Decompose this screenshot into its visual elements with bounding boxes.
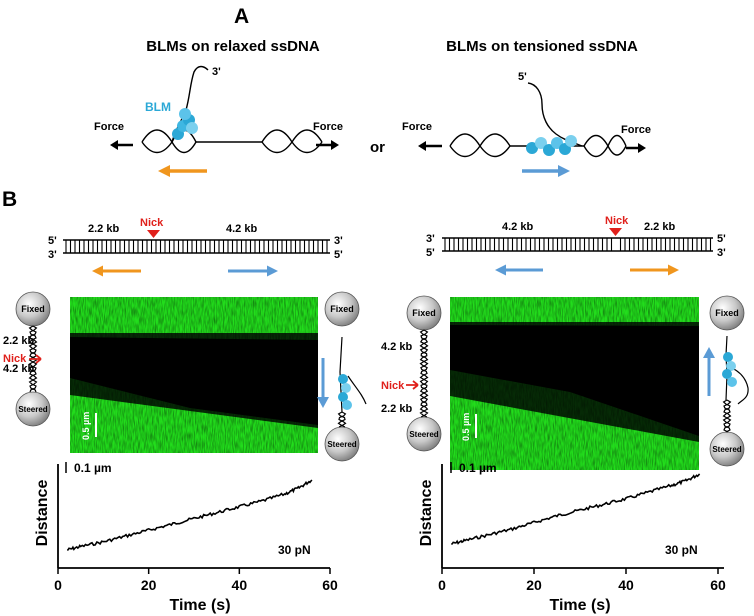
left-trace-scale-label: 0.1 µm [74, 461, 112, 475]
right-blue-arrow [495, 264, 543, 276]
left-duplex [63, 230, 330, 254]
steered-bead-right-label: Steered [409, 430, 438, 439]
force-label-right-a: Force [402, 121, 432, 133]
force-arrow-mid-a [316, 140, 339, 150]
right-tether-top-kb: 4.2 kb [381, 341, 412, 353]
x-tick-label: 20 [141, 577, 157, 593]
fixed-bead-left-inner-label: Fixed [330, 304, 354, 314]
left-distance-chart: 0.1 µm 30 pN Distance Time (s) 0 20 40 60 [34, 461, 338, 614]
force-label-left-a: Force [94, 121, 124, 133]
left-orange-arrow [92, 265, 141, 277]
right-prime-5-bottom: 5' [426, 247, 435, 259]
force-label-far-a: Force [621, 124, 651, 136]
panel-b-label: B [2, 188, 17, 211]
left-blue-arrow [228, 265, 278, 277]
blm-helicases-left [172, 108, 198, 140]
right-orange-arrow [630, 264, 679, 276]
steered-bead-left-inner-label: Steered [327, 440, 356, 449]
left-segment-4-2kb: 4.2 kb [226, 223, 257, 235]
right-x-axis-label: Time (s) [549, 597, 610, 614]
steered-bead-right [406, 416, 442, 452]
left-prime-3-top: 3' [334, 235, 343, 247]
right-nick-label: Nick [605, 215, 629, 227]
x-tick-label: 60 [710, 577, 726, 593]
left-force-label: 30 pN [278, 543, 311, 557]
x-tick-label: 40 [232, 577, 248, 593]
blm-helicases-right [526, 135, 577, 156]
right-trace-line [451, 473, 701, 545]
x-tick-label: 60 [322, 577, 338, 593]
or-label: or [370, 139, 385, 156]
right-tether-outer [406, 295, 442, 452]
left-prime-5-bottom: 5' [334, 249, 343, 261]
right-y-axis-label: Distance [418, 480, 435, 547]
left-tether-bottom-kb: 4.2 kb [3, 363, 34, 375]
left-tether-nick-label: Nick [3, 353, 27, 365]
left-x-axis-label: Time (s) [169, 597, 230, 614]
right-tether-nick-arrow [406, 380, 419, 390]
right-prime-5-top: 5' [717, 233, 726, 245]
fixed-bead-right-inner [709, 295, 745, 331]
fixed-bead-right-label: Fixed [412, 308, 436, 318]
steered-bead-left-inner [324, 426, 360, 462]
right-force-label: 30 pN [665, 543, 698, 557]
left-tether-nick-arrow [29, 354, 42, 364]
fixed-bead-left-label: Fixed [21, 304, 45, 314]
left-tether-top-kb: 2.2 kb [3, 335, 34, 347]
left-y-axis-label: Distance [34, 480, 51, 547]
left-segment-2-2kb: 2.2 kb [88, 223, 119, 235]
force-label-mid-a: Force [313, 121, 343, 133]
left-kymo-scale-bar: 0.5 µm [81, 412, 91, 440]
right-kymo-scale-bar: 0.5 µm [461, 413, 471, 441]
left-prime-5-top: 5' [48, 235, 57, 247]
steered-bead-left-label: Steered [18, 405, 47, 414]
x-tick-label: 40 [618, 577, 634, 593]
left-duplex-rungs [65, 240, 328, 253]
right-distance-chart: 0.1 µm 30 pN Distance Time (s) 0 20 40 60 [418, 461, 726, 614]
right-prime-3-bottom: 3' [717, 247, 726, 259]
right-segment-2-2kb: 2.2 kb [644, 221, 675, 233]
right-prime-3-top: 3' [426, 233, 435, 245]
right-duplex [442, 228, 713, 252]
panel-a-label: A [234, 5, 249, 28]
force-arrow-far-a [626, 143, 646, 153]
blue-arrow-a [522, 165, 570, 177]
x-tick-label: 0 [438, 577, 446, 593]
right-tether-bottom-kb: 2.2 kb [381, 403, 412, 415]
right-segment-4-2kb: 4.2 kb [502, 221, 533, 233]
right-duplex-rungs [444, 238, 712, 251]
right-tether-nick-label: Nick [381, 380, 405, 392]
blm-label: BLM [145, 100, 171, 114]
steered-bead-right-inner-label: Steered [712, 445, 741, 454]
x-tick-label: 20 [526, 577, 542, 593]
left-kymograph: 0.5 µm [70, 297, 318, 453]
fixed-bead-right-inner-label: Fixed [715, 308, 739, 318]
steered-bead-left [15, 391, 51, 427]
force-arrow-right-a [418, 141, 442, 151]
fixed-bead-left-inner [324, 291, 360, 327]
left-trace-line [67, 479, 313, 551]
left-nick-label: Nick [140, 217, 164, 229]
right-tether-inner [703, 295, 749, 467]
force-arrow-left-a [110, 140, 133, 150]
panel-a-left-title: BLMs on relaxed ssDNA [146, 38, 320, 55]
orange-arrow-a [158, 165, 207, 177]
right-trace-scale-label: 0.1 µm [459, 461, 497, 475]
x-tick-label: 0 [54, 577, 62, 593]
left-end-label: 3' [212, 66, 221, 78]
right-kymograph: 0.5 µm [450, 297, 699, 470]
right-end-label: 5' [518, 71, 527, 83]
left-prime-3-bottom: 3' [48, 249, 57, 261]
left-tether-inner [317, 291, 367, 462]
panel-a-right-title: BLMs on tensioned ssDNA [446, 38, 638, 55]
